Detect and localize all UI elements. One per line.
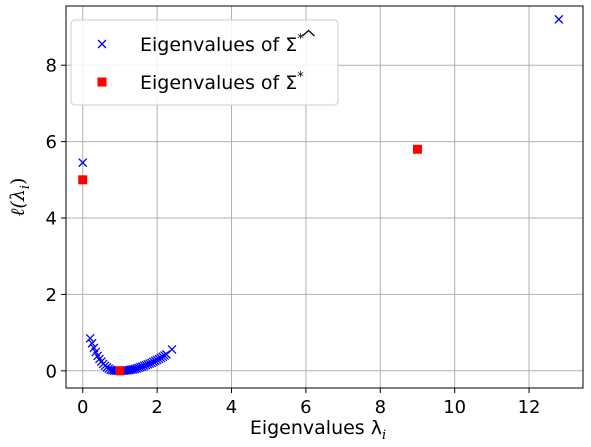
x-tick-label: 10 (443, 397, 466, 418)
data-point-sigma-hat (78, 158, 88, 168)
x-axis-label-text: Eigenvalues λ (250, 417, 382, 439)
data-point-sigma-hat (554, 14, 564, 24)
data-point-sigma (412, 144, 422, 154)
y-axis-label-close: ) (7, 178, 29, 185)
x-marker-stroke (124, 365, 134, 375)
legend-marker-red-square (97, 77, 107, 87)
y-tick-label: 2 (46, 285, 57, 306)
data-point-sigma (78, 175, 88, 185)
y-axis-label-subscript: i (18, 185, 33, 189)
y-tick-label: 6 (46, 132, 57, 153)
legend: Eigenvalues of Σ* Eigenvalues of Σ* (70, 19, 339, 106)
x-marker-stroke (85, 333, 95, 343)
x-axis-label-subscript: i (382, 428, 386, 443)
x-axis-label: Eigenvalues λi (250, 417, 386, 443)
x-marker-stroke (78, 158, 88, 168)
x-tick-label: 6 (300, 397, 311, 418)
legend-marker-blue-x (97, 39, 107, 49)
y-tick-label: 0 (46, 361, 57, 382)
legend-entry-sigma-sup: * (297, 70, 304, 85)
x-marker-stroke (167, 344, 177, 354)
legend-entry-sigma-hat-prefix: Eigenvalues of (140, 34, 285, 56)
data-points (78, 14, 564, 376)
legend-square-marker (97, 77, 107, 87)
legend-x-marker (97, 39, 107, 49)
x-marker-stroke (89, 343, 99, 353)
x-tick-label: 4 (226, 397, 237, 418)
x-marker-stroke (87, 338, 97, 348)
x-tick-label: 8 (375, 397, 386, 418)
y-tick-label: 8 (46, 56, 57, 77)
data-point-sigma (115, 366, 125, 376)
x-marker-stroke (97, 39, 107, 49)
axis-ticks: 0 2 4 6 8 10 12 0 2 4 6 8 (46, 56, 541, 418)
plot-area-frame (65, 5, 584, 389)
x-tick-label: 2 (151, 397, 162, 418)
x-tick-label: 12 (518, 397, 541, 418)
legend-entry-sigma-hat-sup: * (297, 32, 304, 47)
x-tick-label: 0 (77, 397, 88, 418)
data-point-sigma-hat (87, 338, 97, 348)
y-tick-label: 4 (46, 209, 57, 230)
legend-entry-sigma-hat: Eigenvalues of Σ* (140, 32, 304, 56)
y-axis-label-text: ℓ(λ (7, 189, 29, 216)
legend-entry-sigma: Eigenvalues of Σ* (140, 70, 304, 94)
x-marker-stroke (122, 365, 132, 375)
x-marker-stroke (93, 351, 103, 361)
x-marker-stroke (91, 347, 101, 357)
y-axis-label: ℓ(λi) (7, 178, 33, 217)
legend-entry-sigma-symbol: Σ (285, 72, 297, 94)
data-point-sigma-hat (85, 333, 95, 343)
legend-entry-sigma-hat-symbol: Σ (285, 34, 297, 56)
data-point-sigma-hat (167, 344, 177, 354)
legend-box (70, 19, 339, 106)
x-marker-stroke (554, 14, 564, 24)
legend-entry-sigma-prefix: Eigenvalues of (140, 72, 285, 94)
legend-hat-accent (302, 29, 315, 37)
